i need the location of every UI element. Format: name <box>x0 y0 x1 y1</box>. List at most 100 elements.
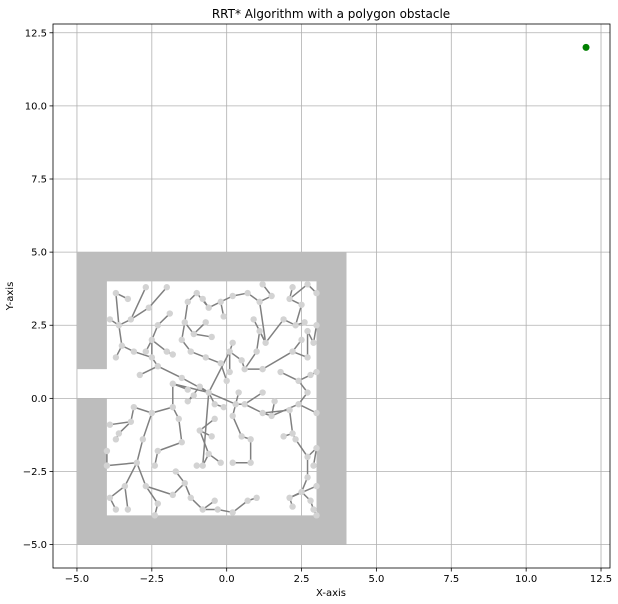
tree-node-27 <box>151 462 159 469</box>
tree-node-26 <box>154 447 162 455</box>
tree-node-102 <box>310 339 317 346</box>
tree-node-7 <box>112 354 120 361</box>
tree-node-2 <box>154 362 162 370</box>
tree-node-87 <box>310 506 317 513</box>
tree-edge-27 <box>151 406 173 414</box>
tree-node-56 <box>217 459 224 466</box>
x-tick-label-0: −5.0 <box>65 574 89 585</box>
tree-node-36 <box>121 482 129 490</box>
tree-node-15 <box>148 336 156 344</box>
tree-node-133 <box>190 392 197 399</box>
tree-edge-25 <box>157 441 183 452</box>
tree-node-135 <box>220 403 227 411</box>
tree-node-14 <box>163 284 170 291</box>
tree-node-44 <box>151 512 159 519</box>
tree-edge-11 <box>130 286 147 320</box>
tree-node-4 <box>148 354 156 361</box>
tree-node-128 <box>202 354 209 361</box>
tree-node-12 <box>142 284 150 291</box>
tree-edge-12 <box>130 307 150 321</box>
tree-node-125 <box>208 333 215 341</box>
tree-node-143 <box>124 295 132 303</box>
tree-node-45 <box>169 491 176 499</box>
tree-node-43 <box>154 500 162 507</box>
tree-node-94 <box>253 348 260 355</box>
x-tick-label-3: 2.5 <box>294 574 310 585</box>
tree-node-6 <box>118 342 126 349</box>
tree-node-107 <box>298 301 305 308</box>
tree-edge-93 <box>244 351 258 370</box>
tree-edge-136 <box>298 403 317 414</box>
tree-node-67 <box>304 389 311 396</box>
tree-node-103 <box>313 322 320 329</box>
tree-edge-1 <box>157 365 183 379</box>
tree-node-38 <box>106 494 114 502</box>
tree-node-124 <box>202 319 209 326</box>
tree-node-123 <box>190 330 197 338</box>
tree-node-79 <box>292 436 299 443</box>
tree-node-119 <box>199 295 206 303</box>
tree-node-99 <box>298 336 305 344</box>
tree-node-122 <box>181 319 188 326</box>
plot-frame <box>52 23 611 569</box>
tree-node-61 <box>241 401 248 408</box>
tree-node-49 <box>214 506 221 513</box>
tree-node-86 <box>307 497 314 504</box>
tree-edge-121 <box>184 301 189 323</box>
y-tick-label-2: 0.0 <box>31 394 47 405</box>
tree-node-145 <box>220 313 227 320</box>
tree-node-82 <box>304 474 311 481</box>
tree-node-16 <box>154 322 162 329</box>
tree-node-71 <box>229 412 236 420</box>
tree-edge-56 <box>199 430 210 455</box>
tree-node-70 <box>313 368 320 376</box>
tree-edge-75 <box>262 409 290 414</box>
tree-edge-111 <box>258 301 267 343</box>
tree-node-21 <box>169 380 176 387</box>
tree-node-1 <box>178 374 185 382</box>
tree-node-138 <box>310 462 317 469</box>
tree-node-66 <box>295 401 302 408</box>
tree-node-83 <box>298 488 305 496</box>
x-tick-label-2: 0.0 <box>219 574 235 585</box>
tree-node-54 <box>199 462 206 469</box>
tree-node-118 <box>205 304 212 311</box>
tree-node-0 <box>205 389 212 396</box>
tree-edge-24 <box>178 418 183 443</box>
tree-edge-20 <box>172 383 209 394</box>
tree-node-39 <box>112 506 120 513</box>
tree-nodes <box>103 281 320 519</box>
y-tick-label-0: −5.0 <box>23 540 47 551</box>
tree-node-29 <box>130 403 138 411</box>
tree-node-35 <box>133 459 141 466</box>
tree-node-89 <box>226 348 233 355</box>
tree-edge-42 <box>145 485 159 505</box>
tree-node-59 <box>232 401 239 408</box>
tree-edge-41 <box>136 462 147 487</box>
tree-node-88 <box>313 512 320 519</box>
tree-node-51 <box>244 497 251 504</box>
tree-edge-76 <box>288 409 294 434</box>
tree-node-5 <box>130 348 138 355</box>
x-tick-label-1: −2.5 <box>140 574 164 585</box>
tree-node-127 <box>187 348 194 355</box>
tree-node-31 <box>115 430 123 437</box>
tree-node-42 <box>142 482 150 490</box>
tree-edge-71 <box>231 415 243 437</box>
tree-node-22 <box>184 386 191 393</box>
tree-node-52 <box>253 494 260 502</box>
tree-edge-61 <box>244 391 264 405</box>
tree-edge-103 <box>265 318 285 344</box>
tree-node-84 <box>286 494 293 502</box>
tree-node-120 <box>193 289 200 297</box>
tree-node-110 <box>304 281 311 288</box>
tree-node-111 <box>313 289 320 297</box>
tree-node-24 <box>175 415 182 423</box>
tree-node-137 <box>313 409 320 417</box>
x-tick-label-7: 12.5 <box>590 574 612 585</box>
tree-node-73 <box>247 436 254 443</box>
tree-node-75 <box>229 459 236 466</box>
tree-edge-44 <box>145 485 174 496</box>
tree-node-130 <box>223 377 230 385</box>
tree-node-57 <box>196 427 203 434</box>
